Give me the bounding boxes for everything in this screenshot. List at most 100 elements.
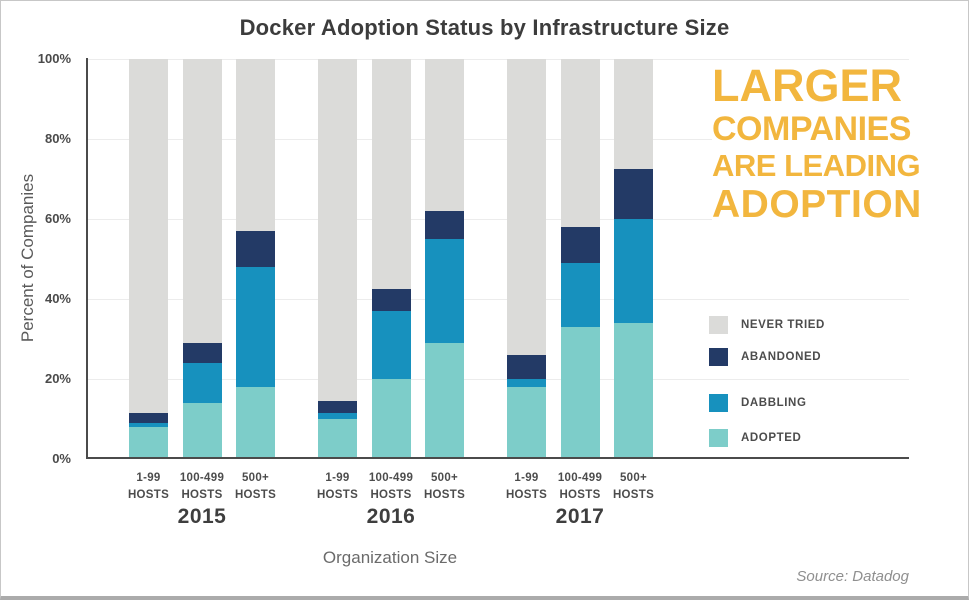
x-axis-title: Organization Size bbox=[322, 548, 458, 567]
stacked-bar bbox=[236, 59, 275, 459]
headline-line-2: COMPANIES bbox=[712, 110, 911, 148]
segment-adopted bbox=[182, 403, 222, 459]
chart-title: Docker Adoption Status by Infrastructure… bbox=[239, 15, 730, 40]
legend-swatch-never-tried-icon bbox=[709, 316, 728, 334]
year-label: 2015 bbox=[177, 505, 227, 528]
host-word: HOSTS bbox=[423, 488, 466, 501]
segment-never-tried bbox=[182, 59, 222, 343]
gridline bbox=[86, 139, 909, 140]
segment-adopted bbox=[560, 327, 600, 459]
segment-abandoned bbox=[129, 413, 168, 423]
host-range: 100-499 bbox=[179, 472, 225, 484]
legend-label: ADOPTED bbox=[741, 432, 802, 444]
segment-dabbling bbox=[236, 267, 275, 387]
gridline bbox=[86, 299, 909, 300]
headline-line-4: ADOPTION bbox=[712, 183, 922, 226]
stacked-bar bbox=[425, 59, 464, 459]
legend-item-abandoned: ABANDONED bbox=[709, 348, 821, 366]
segment-never-tried bbox=[318, 59, 357, 401]
host-word: HOSTS bbox=[234, 488, 277, 501]
segment-dabbling bbox=[560, 263, 600, 327]
host-label: 100-499 HOSTS bbox=[160, 470, 244, 503]
host-word: HOSTS bbox=[370, 488, 412, 501]
stacked-bar bbox=[507, 59, 546, 459]
headline-line-1: LARGER bbox=[712, 60, 902, 111]
y-tick-label: 80% bbox=[44, 131, 71, 146]
host-range: 500+ bbox=[619, 472, 648, 484]
host-label: 500+ HOSTS bbox=[214, 470, 298, 503]
gridline bbox=[86, 379, 909, 380]
host-range: 100-499 bbox=[557, 472, 603, 484]
segment-dabbling bbox=[425, 239, 464, 343]
segment-abandoned bbox=[614, 169, 653, 219]
gridline bbox=[86, 59, 909, 60]
stacked-bar bbox=[182, 59, 222, 459]
segment-adopted bbox=[507, 387, 546, 459]
segment-abandoned bbox=[507, 355, 546, 379]
segment-never-tried bbox=[507, 59, 546, 355]
year-label: 2017 bbox=[555, 505, 605, 528]
headline: LARGER COMPANIES ARE LEADING ADOPTION bbox=[712, 63, 924, 224]
segment-dabbling bbox=[182, 363, 222, 403]
y-axis-title: Percent of Companies bbox=[18, 173, 37, 343]
segment-adopted bbox=[425, 343, 464, 459]
y-tick-label: 20% bbox=[44, 371, 71, 386]
segment-never-tried bbox=[560, 59, 600, 227]
host-label: 1-99 HOSTS bbox=[485, 470, 569, 503]
plot-area bbox=[86, 59, 909, 459]
y-tick-label: 60% bbox=[44, 211, 71, 226]
legend-item-never-tried: NEVER TRIED bbox=[709, 316, 825, 334]
stacked-bar bbox=[614, 59, 653, 459]
y-axis-line bbox=[86, 58, 88, 459]
segment-never-tried bbox=[371, 59, 411, 289]
host-range: 500+ bbox=[430, 472, 459, 484]
stacked-bar bbox=[560, 59, 600, 459]
segment-adopted bbox=[318, 419, 357, 459]
host-label: 1-99 HOSTS bbox=[296, 470, 380, 503]
segment-adopted bbox=[614, 323, 653, 459]
legend-item-dabbling: DABBLING bbox=[709, 394, 807, 412]
segment-abandoned bbox=[425, 211, 464, 239]
host-word: HOSTS bbox=[181, 488, 223, 501]
host-range: 1-99 bbox=[514, 472, 539, 484]
segment-dabbling bbox=[507, 379, 546, 387]
segment-never-tried bbox=[614, 59, 653, 169]
legend-swatch-abandoned-icon bbox=[709, 348, 728, 366]
segment-adopted bbox=[129, 427, 168, 459]
host-word: HOSTS bbox=[505, 488, 548, 501]
host-range: 1-99 bbox=[136, 472, 161, 484]
segment-dabbling bbox=[371, 311, 411, 379]
host-label: 500+ HOSTS bbox=[592, 470, 676, 503]
legend-swatch-adopted-icon bbox=[709, 429, 728, 447]
legend-item-adopted: ADOPTED bbox=[709, 429, 801, 447]
segment-abandoned bbox=[560, 227, 600, 263]
segment-adopted bbox=[371, 379, 411, 459]
segment-abandoned bbox=[236, 231, 275, 267]
x-axis-line bbox=[86, 457, 909, 459]
year-label: 2016 bbox=[366, 505, 416, 528]
gridline bbox=[86, 219, 909, 220]
segment-never-tried bbox=[425, 59, 464, 211]
host-word: HOSTS bbox=[127, 488, 170, 501]
host-label: 1-99 HOSTS bbox=[107, 470, 191, 503]
segment-adopted bbox=[236, 387, 275, 459]
host-word: HOSTS bbox=[316, 488, 359, 501]
host-range: 1-99 bbox=[325, 472, 350, 484]
y-tick-label: 0% bbox=[52, 451, 71, 466]
segment-dabbling bbox=[614, 219, 653, 323]
y-tick-label: 40% bbox=[44, 291, 71, 306]
segment-never-tried bbox=[129, 59, 168, 413]
host-range: 100-499 bbox=[368, 472, 414, 484]
segment-abandoned bbox=[182, 343, 222, 363]
segment-never-tried bbox=[236, 59, 275, 231]
legend-swatch-dabbling-icon bbox=[709, 394, 728, 412]
segment-dabbling bbox=[318, 413, 357, 419]
legend-label: ABANDONED bbox=[741, 351, 822, 363]
host-word: HOSTS bbox=[612, 488, 655, 501]
segment-abandoned bbox=[371, 289, 411, 311]
stacked-bar bbox=[318, 59, 357, 459]
legend-label: NEVER TRIED bbox=[741, 319, 825, 331]
host-label: 500+ HOSTS bbox=[403, 470, 487, 503]
headline-line-3: ARE LEADING bbox=[712, 148, 921, 183]
